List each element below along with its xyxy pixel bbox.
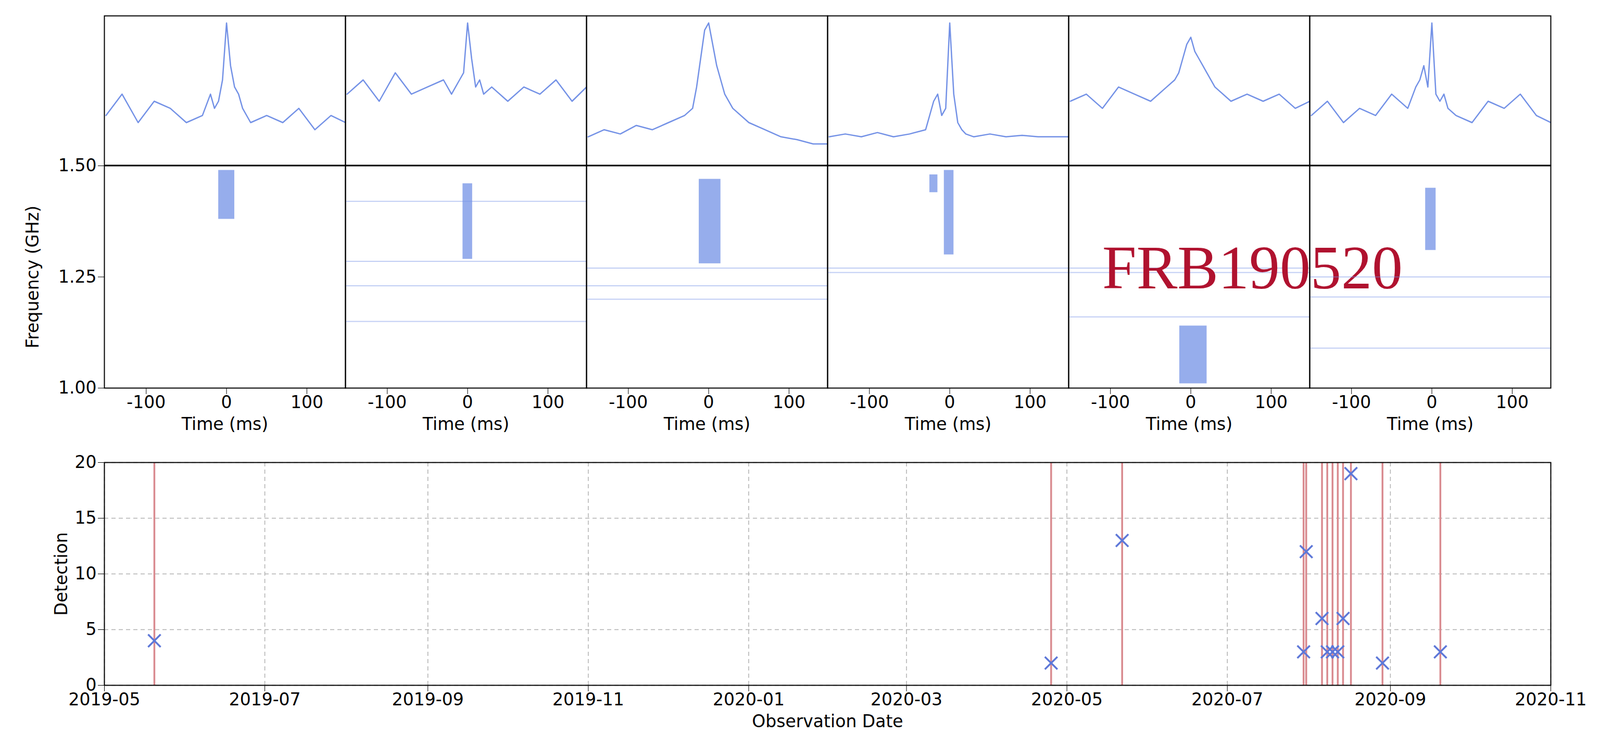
svg-text:-100: -100 bbox=[1090, 392, 1130, 413]
svg-text:-100: -100 bbox=[608, 392, 648, 413]
svg-text:Time (ms): Time (ms) bbox=[1145, 413, 1233, 435]
svg-text:2020-11: 2020-11 bbox=[1515, 689, 1587, 710]
svg-text:Detection: Detection bbox=[51, 532, 72, 616]
svg-text:Time (ms): Time (ms) bbox=[181, 413, 269, 435]
svg-text:-100: -100 bbox=[849, 392, 889, 413]
svg-text:1.00: 1.00 bbox=[58, 377, 97, 398]
svg-text:15: 15 bbox=[74, 507, 97, 528]
svg-text:-100: -100 bbox=[367, 392, 407, 413]
svg-text:100: 100 bbox=[1013, 392, 1047, 413]
svg-text:Time (ms): Time (ms) bbox=[422, 413, 510, 435]
svg-text:100: 100 bbox=[1495, 392, 1529, 413]
svg-text:2019-05: 2019-05 bbox=[68, 689, 141, 710]
svg-text:0: 0 bbox=[221, 392, 233, 413]
svg-text:100: 100 bbox=[531, 392, 565, 413]
svg-text:2019-07: 2019-07 bbox=[229, 689, 301, 710]
svg-text:-100: -100 bbox=[1331, 392, 1371, 413]
svg-text:-100: -100 bbox=[126, 392, 166, 413]
svg-text:10: 10 bbox=[74, 563, 97, 584]
svg-text:Time (ms): Time (ms) bbox=[663, 413, 751, 435]
svg-text:20: 20 bbox=[74, 451, 97, 473]
svg-text:Frequency (GHz): Frequency (GHz) bbox=[22, 205, 43, 349]
svg-text:0: 0 bbox=[703, 392, 715, 413]
svg-text:0: 0 bbox=[1426, 392, 1438, 413]
svg-text:2020-01: 2020-01 bbox=[712, 689, 785, 710]
svg-text:0: 0 bbox=[85, 674, 97, 696]
svg-text:2020-09: 2020-09 bbox=[1354, 689, 1427, 710]
svg-text:1.50: 1.50 bbox=[58, 155, 97, 176]
svg-text:5: 5 bbox=[85, 619, 97, 640]
svg-text:100: 100 bbox=[1254, 392, 1288, 413]
svg-text:2020-05: 2020-05 bbox=[1030, 689, 1103, 710]
svg-text:0: 0 bbox=[462, 392, 474, 413]
svg-text:2020-03: 2020-03 bbox=[870, 689, 943, 710]
svg-text:2019-11: 2019-11 bbox=[552, 689, 625, 710]
svg-text:2020-07: 2020-07 bbox=[1191, 689, 1264, 710]
svg-text:Time (ms): Time (ms) bbox=[904, 413, 992, 435]
svg-text:1.25: 1.25 bbox=[58, 266, 97, 287]
svg-text:2019-09: 2019-09 bbox=[392, 689, 464, 710]
svg-text:100: 100 bbox=[772, 392, 806, 413]
html-text:FRB190520: FRB190520 bbox=[1102, 233, 1403, 302]
svg-text:0: 0 bbox=[944, 392, 956, 413]
svg-text:0: 0 bbox=[1185, 392, 1197, 413]
svg-text:100: 100 bbox=[290, 392, 324, 413]
svg-text:Time (ms): Time (ms) bbox=[1386, 413, 1474, 435]
svg-text:Observation Date: Observation Date bbox=[751, 711, 903, 732]
